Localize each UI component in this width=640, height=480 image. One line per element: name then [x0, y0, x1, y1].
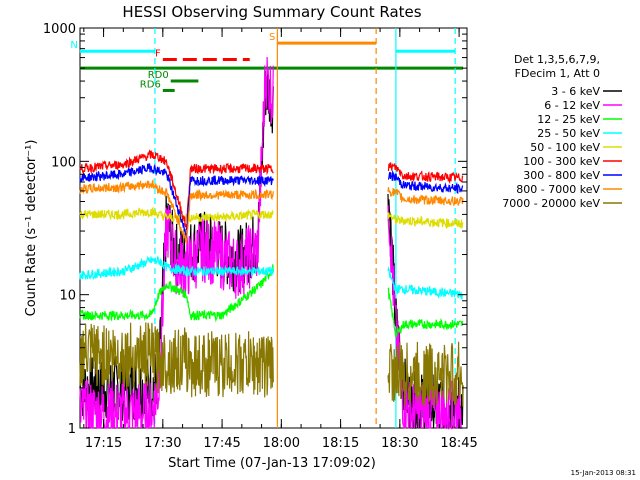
- series-line-800-7000-kev-1: [387, 187, 464, 207]
- x-tick-label: 18:00: [263, 436, 300, 451]
- x-tick-label: 17:45: [203, 436, 240, 451]
- y-tick-label: 1000: [43, 22, 76, 37]
- series-line-300-800-kev-1: [387, 169, 464, 195]
- flag-label-f: F: [155, 49, 161, 60]
- flag-label-rd6: RD6: [140, 79, 161, 90]
- legend-label-800-7000-kev: 800 - 7000 keV: [516, 183, 600, 196]
- legend-label-7000-20000-kev: 7000 - 20000 keV: [502, 197, 600, 210]
- legend-label-12-25-kev: 12 - 25 keV: [537, 113, 600, 126]
- legend: Det 1,3,5,6,7,9,FDecim 1, Att 0 3 - 6 keV…: [502, 53, 622, 210]
- series-line-800-7000-kev-0: [79, 178, 274, 244]
- legend-label-6-12-kev: 6 - 12 keV: [544, 99, 600, 112]
- series-line-7000-20000-kev-1: [387, 341, 464, 407]
- legend-label-3-6-kev: 3 - 6 keV: [551, 85, 600, 98]
- series-line-50-100-kev-1: [387, 212, 464, 230]
- series-line-100-300-kev-1: [387, 162, 464, 185]
- legend-label-25-50-kev: 25 - 50 keV: [537, 127, 600, 140]
- flag-label-s: S: [269, 32, 275, 43]
- y-tick-label: 10: [59, 289, 76, 304]
- x-tick-label: 18:30: [381, 436, 418, 451]
- series-line-12-25-kev-0: [79, 264, 274, 323]
- flag-label-n: N: [70, 40, 77, 51]
- x-axis-label: Start Time (07-Jan-13 17:09:02): [168, 456, 376, 471]
- legend-header: FDecim 1, Att 0: [515, 67, 600, 80]
- y-tick-label: 1: [68, 422, 76, 437]
- legend-header: Det 1,3,5,6,7,9,: [514, 53, 600, 66]
- y-tick-label: 100: [51, 155, 76, 170]
- series-line-12-25-kev-1: [387, 287, 464, 338]
- x-axis-ticks: 17:15 17:30 17:45 18:00 18:15 18:30 18:45: [83, 28, 478, 451]
- x-tick-label: 18:15: [322, 436, 359, 451]
- y-axis-ticks: 1 10 100 1000: [43, 22, 467, 437]
- legend-label-50-100-kev: 50 - 100 keV: [530, 141, 600, 154]
- y-axis-label: Count Rate (s⁻¹ detector⁻¹): [24, 140, 39, 317]
- date-stamp: 15-Jan-2013 08:31: [571, 469, 636, 477]
- series-lines: [79, 56, 464, 430]
- x-tick-label: 18:45: [440, 436, 477, 451]
- plot-frame: [79, 27, 468, 429]
- series-line-25-50-kev-0: [79, 255, 274, 280]
- legend-label-300-800-kev: 300 - 800 keV: [523, 169, 600, 182]
- x-tick-label: 17:30: [144, 436, 181, 451]
- series-line-7000-20000-kev-0: [79, 322, 274, 398]
- x-tick-label: 17:15: [85, 436, 122, 451]
- series-line-25-50-kev-1: [387, 266, 464, 300]
- chart-title: HESSI Observing Summary Count Rates: [122, 3, 421, 21]
- series-line-300-800-kev-0: [79, 163, 274, 239]
- flag-label-rd0: RD0: [148, 70, 169, 81]
- legend-label-100-300-kev: 100 - 300 keV: [523, 155, 600, 168]
- series-line-100-300-kev-0: [79, 149, 274, 230]
